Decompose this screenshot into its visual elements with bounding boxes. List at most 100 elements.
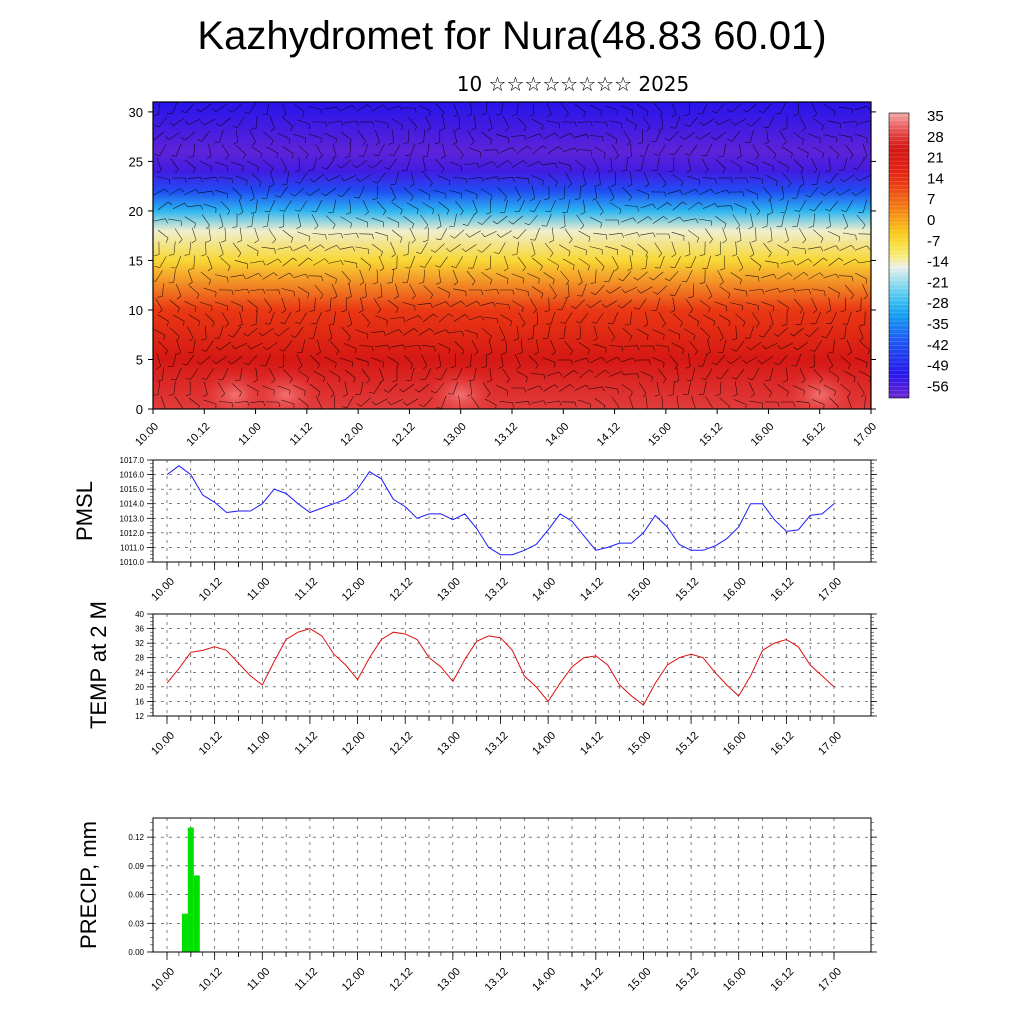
- cross-section-y-tick-label: 25: [129, 154, 143, 169]
- temp-x-tick-label: 11.00: [245, 730, 272, 757]
- pmsl-panel: 1010.0 1011.0 1012.0 1013.0 1014.0 1015.0 1016…: [72, 456, 877, 604]
- colorbar-label: 7: [927, 191, 935, 208]
- precip-x-tick-label: 16.00: [721, 966, 749, 994]
- warm-spot: [244, 365, 329, 409]
- colorbar-label: -42: [927, 337, 949, 354]
- colorbar-label: -35: [927, 316, 949, 333]
- cross-section-x-tick-label: 14.12: [595, 421, 623, 449]
- precip-bars: [181, 827, 200, 952]
- temp-grid: [153, 614, 871, 716]
- wind-barbs: [153, 102, 871, 409]
- pmsl-x-tick-label: 13.12: [483, 576, 511, 604]
- precip-x-tick-label: 13.00: [435, 966, 463, 994]
- temp-x-tick-label: 10.00: [149, 730, 177, 758]
- pmsl-x-tick-label: 15.00: [626, 576, 654, 604]
- temp-x-tick-label: 17.00: [816, 730, 844, 758]
- temp-y-tick-label: 20: [135, 683, 144, 692]
- page-title: Kazhydromet for Nura(48.83 60.01): [197, 14, 827, 58]
- precip-y-tick-label: 0.03: [128, 919, 144, 928]
- colorbar: 35 28 21 14 7 0 -7 -14 -21 -28 -35 -42 -49 -56: [888, 108, 949, 399]
- precip-x-tick-label: 12.00: [340, 966, 368, 994]
- warm-spot: [777, 365, 862, 409]
- precip-x-tick-label: 17.00: [816, 966, 844, 994]
- temp-x-tick-label: 10.12: [197, 730, 225, 758]
- precip-y-tick-label: 0.12: [128, 833, 144, 842]
- precip-axis-label: PRECIP, mm: [76, 821, 101, 949]
- colorbar-label: 0: [927, 212, 935, 229]
- pmsl-series-line: [166, 465, 835, 556]
- warm-spot: [418, 365, 503, 409]
- temp-y-tick-label: 36: [135, 625, 144, 634]
- precip-bar: [181, 913, 188, 952]
- cross-section-x-tick-label: 13.12: [492, 421, 520, 449]
- precip-y-tick-label: 0.00: [128, 948, 144, 957]
- temp-axes: 12 16 20 24 28 32 36 40 10.00 10.12 11.00 11.12 12.0…: [135, 610, 877, 758]
- colorbar-label: -14: [927, 254, 949, 271]
- temp-x-tick-label: 15.12: [673, 730, 701, 758]
- wind-barb-field: [153, 102, 871, 409]
- pmsl-x-tick-label: 13.00: [435, 576, 463, 604]
- temp-y-tick-label: 40: [135, 610, 144, 619]
- temp-y-tick-label: 12: [135, 712, 144, 721]
- temp-x-tick-label: 12.00: [340, 730, 368, 758]
- cross-section-y-tick-label: 5: [136, 352, 143, 367]
- cross-section-x-tick-label: 16.12: [800, 421, 828, 449]
- temp-y-tick-label: 24: [135, 668, 144, 677]
- pmsl-y-tick-label: 1015.0: [120, 485, 145, 494]
- precip-x-tick-label: 11.12: [293, 966, 320, 993]
- temp-y-tick-label: 16: [135, 697, 144, 706]
- temp-x-tick-label: 16.00: [721, 730, 749, 758]
- precip-x-tick-label: 15.00: [626, 966, 654, 994]
- temp-x-tick-label: 13.12: [483, 730, 511, 758]
- colorbar-label: -56: [927, 378, 949, 395]
- cross-section-x-tick-label: 11.12: [288, 421, 315, 448]
- precip-x-tick-label: 14.00: [530, 966, 558, 994]
- pmsl-x-tick-label: 11.12: [293, 576, 320, 603]
- pmsl-x-tick-label: 14.00: [530, 576, 558, 604]
- precip-x-tick-label: 15.12: [673, 966, 701, 994]
- page-subtitle: 10 ☆☆☆☆☆☆☆☆ 2025: [456, 72, 690, 96]
- precip-x-tick-label: 10.00: [149, 966, 177, 994]
- temp-axis-label: TEMP at 2 M: [86, 601, 111, 729]
- precip-y-tick-label: 0.06: [128, 891, 144, 900]
- temp-x-tick-label: 15.00: [626, 730, 654, 758]
- pmsl-x-tick-label: 12.12: [387, 576, 415, 604]
- temp-x-tick-label: 13.00: [435, 730, 463, 758]
- precip-x-tick-label: 10.12: [197, 966, 225, 994]
- precip-grid: [153, 818, 871, 952]
- pmsl-y-tick-label: 1017.0: [120, 456, 145, 465]
- cross-section-y-tick-label: 20: [129, 204, 143, 219]
- precip-x-tick-label: 12.12: [387, 966, 415, 994]
- precip-y-tick-label: 0.09: [128, 862, 144, 871]
- temp-frame: [152, 613, 872, 717]
- pmsl-x-tick-label: 16.12: [769, 576, 797, 604]
- colorbar-label: 21: [927, 150, 944, 167]
- colorbar-bands: [889, 115, 909, 395]
- pmsl-x-tick-label: 10.00: [149, 576, 177, 604]
- colorbar-label: -7: [927, 233, 940, 250]
- precip-frame: [152, 817, 872, 953]
- temp-x-tick-label: 14.12: [578, 730, 606, 758]
- pmsl-grid: [153, 460, 871, 562]
- cross-section-x-tick-label: 14.00: [543, 421, 571, 449]
- cross-section-y-tick-label: 0: [136, 402, 143, 417]
- temp-series-line: [166, 628, 835, 706]
- precip-x-tick-label: 14.12: [578, 966, 606, 994]
- cross-section-x-tick-label: 17.00: [851, 421, 879, 449]
- colorbar-labels: 35 28 21 14 7 0 -7 -14 -21 -28 -35 -42 -49 -56: [927, 108, 949, 395]
- precip-axes: 0.00 0.03 0.06 0.09 0.12 10.00 10.12 11.00 11.12…: [128, 822, 877, 994]
- pmsl-x-tick-label: 16.00: [721, 576, 749, 604]
- cross-section-x-tick-label: 16.00: [749, 421, 777, 449]
- colorbar-label: -21: [927, 274, 949, 291]
- precip-x-tick-label: 16.12: [769, 966, 797, 994]
- pmsl-y-tick-label: 1010.0: [120, 558, 145, 567]
- colorbar-label: -28: [927, 295, 949, 312]
- temp-y-tick-label: 28: [135, 654, 144, 663]
- warm-core-spots: [193, 365, 862, 409]
- cross-section-x-tick-label: 10.00: [133, 421, 161, 449]
- colorbar-label: 14: [927, 170, 944, 187]
- pmsl-axes: 1010.0 1011.0 1012.0 1013.0 1014.0 1015.0 1016…: [120, 456, 877, 604]
- cross-section-y-tick-label: 10: [129, 303, 143, 318]
- temp-x-tick-label: 16.12: [769, 730, 797, 758]
